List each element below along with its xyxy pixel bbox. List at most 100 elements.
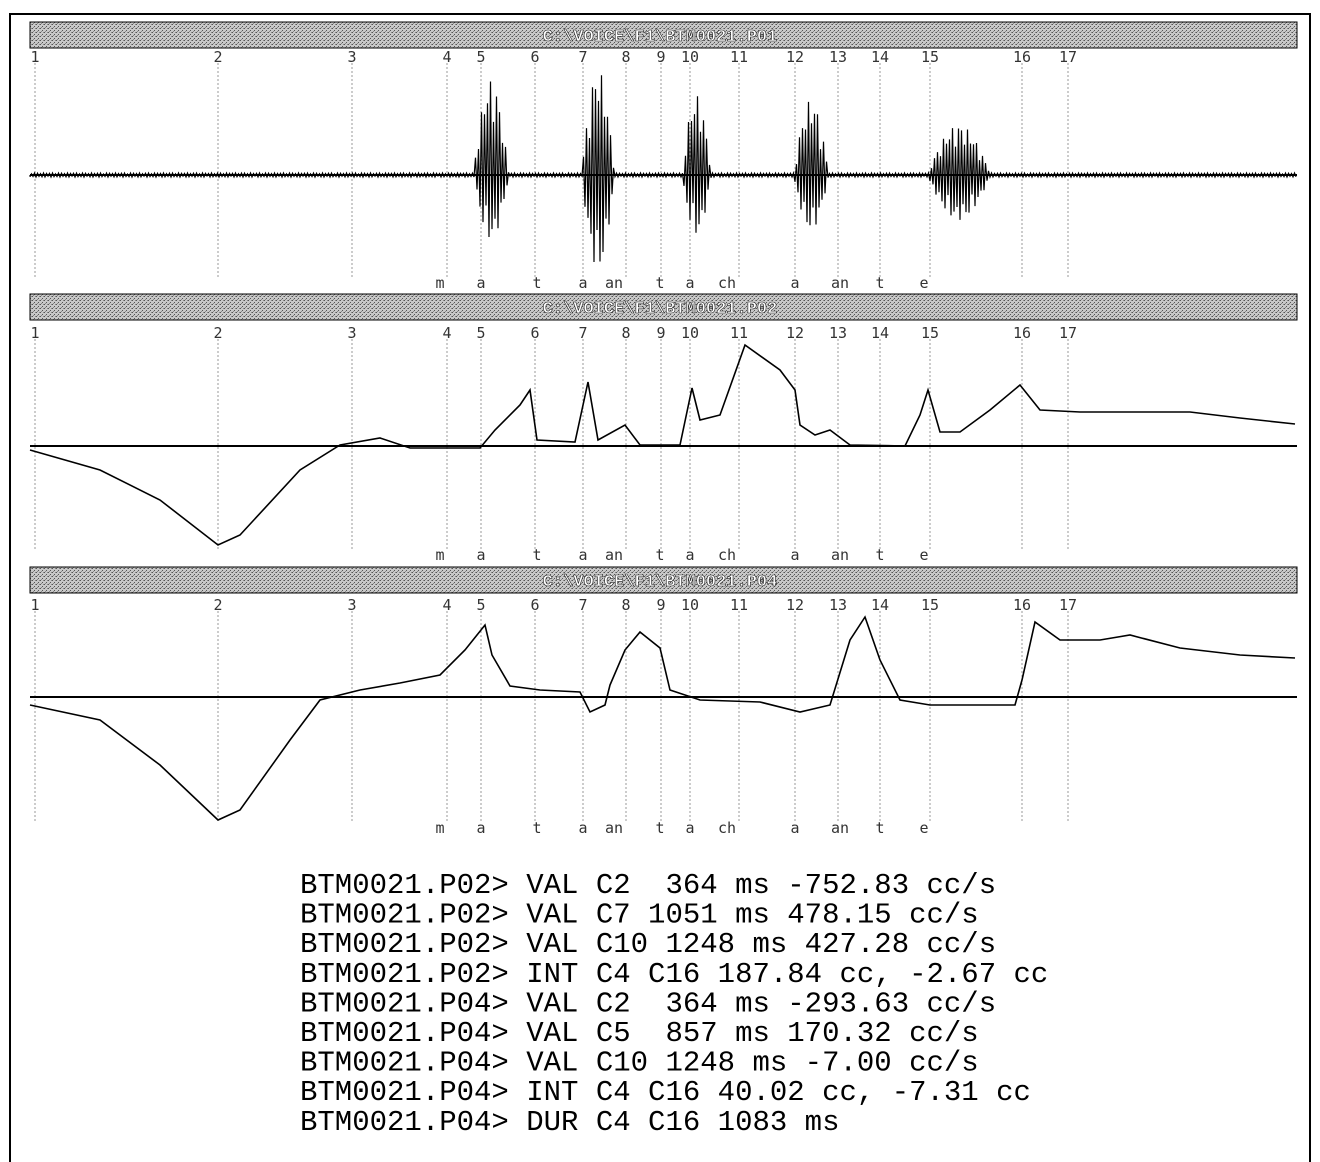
console-line: BTM0021.P02> INT C4 C16 187.84 cc, -2.67… [300,958,1048,991]
phoneme-label: a [790,819,799,837]
cursor-label: 9 [656,596,665,614]
phoneme-label: a [685,274,694,292]
cursor-label: 8 [621,48,630,66]
phoneme-label: m [435,819,444,837]
phoneme-label: a [685,546,694,564]
console-line: BTM0021.P02> VAL C7 1051 ms 478.15 cc/s [300,899,979,932]
phoneme-label: ch [718,819,736,837]
console-line: BTM0021.P04> DUR C4 C16 1083 ms [300,1106,840,1139]
console-line: BTM0021.P02> VAL C10 1248 ms 427.28 cc/s [300,928,996,961]
console-line: BTM0021.P02> VAL C2 364 ms -752.83 cc/s [300,869,996,902]
title-bar [29,293,1298,321]
cursor-label: 2 [213,48,222,66]
flow-trace [29,615,1296,821]
phoneme-label: t [875,546,884,564]
cursor-label: 2 [213,596,222,614]
cursor-label: 10 [681,324,699,342]
phoneme-label: an [605,819,623,837]
phoneme-label: e [919,546,928,564]
cursor-label: 11 [730,48,748,66]
phoneme-label: ch [718,274,736,292]
phoneme-label: t [655,274,664,292]
cursor-label: 16 [1013,596,1031,614]
title-bar [29,21,1298,49]
console-line: BTM0021.P04> VAL C2 364 ms -293.63 cc/s [300,987,996,1020]
cursor-label: 1 [30,48,39,66]
cursor-label: 5 [476,324,485,342]
cursor-label: 15 [921,324,939,342]
cursor-label: 13 [829,324,847,342]
phoneme-label: ch [718,546,736,564]
cursor-label: 15 [921,596,939,614]
cursor-label: 6 [530,48,539,66]
phoneme-label: m [435,274,444,292]
console-line: BTM0021.P04> VAL C10 1248 ms -7.00 cc/s [300,1047,979,1080]
cursor-label: 12 [786,324,804,342]
cursor-label: 2 [213,324,222,342]
console-line: BTM0021.P04> VAL C5 857 ms 170.32 cc/s [300,1017,979,1050]
phoneme-label: an [831,546,849,564]
phoneme-label: a [476,546,485,564]
phoneme-label: an [831,819,849,837]
cursor-label: 14 [871,48,889,66]
panel-title: C:\VOICE\F1\BTM0021.P04 [543,573,778,592]
title-bar [29,566,1298,594]
cursor-label: 11 [730,596,748,614]
cursor-label: 3 [347,324,356,342]
cursor-label: 4 [442,48,451,66]
cursor-label: 5 [476,48,485,66]
cursor-label: 1 [30,324,39,342]
cursor-label: 8 [621,596,630,614]
cursor-label: 17 [1059,48,1077,66]
flow-trace [29,343,1296,546]
cursor-label: 11 [730,324,748,342]
cursor-label: 4 [442,324,451,342]
cursor-label: 13 [829,596,847,614]
cursor-label: 4 [442,596,451,614]
cursor-label: 12 [786,596,804,614]
phoneme-label: an [605,274,623,292]
phoneme-label: e [919,274,928,292]
cursor-label: 8 [621,324,630,342]
cursor-label: 9 [656,324,665,342]
cursor-label: 13 [829,48,847,66]
cursor-label: 7 [578,324,587,342]
phoneme-label: a [578,274,587,292]
cursor-label: 10 [681,596,699,614]
phoneme-label: a [476,274,485,292]
cursor-label: 9 [656,48,665,66]
cursor-label: 15 [921,48,939,66]
cursor-label: 7 [578,596,587,614]
cursor-label: 6 [530,596,539,614]
phoneme-label: m [435,546,444,564]
phoneme-label: e [919,819,928,837]
cursor-label: 3 [347,48,356,66]
phoneme-label: t [875,274,884,292]
cursor-label: 7 [578,48,587,66]
cursor-label: 17 [1059,596,1077,614]
console-line: BTM0021.P04> INT C4 C16 40.02 cc, -7.31 … [300,1076,1031,1109]
phoneme-label: t [655,546,664,564]
phoneme-label: a [476,819,485,837]
phoneme-label: a [685,819,694,837]
cursor-label: 14 [871,596,889,614]
speech-waveform [29,75,1297,263]
cursor-label: 14 [871,324,889,342]
phoneme-label: an [831,274,849,292]
panel-title: C:\VOICE\F1\BTM0021.P02 [543,300,778,319]
cursor-label: 10 [681,48,699,66]
cursor-label: 16 [1013,324,1031,342]
cursor-label: 17 [1059,324,1077,342]
cursor-label: 3 [347,596,356,614]
cursor-label: 16 [1013,48,1031,66]
phoneme-label: a [790,274,799,292]
panel-title: C:\VOICE\F1\BTM0021.P01 [543,28,778,47]
phoneme-label: t [875,819,884,837]
phoneme-label: t [532,546,541,564]
cursor-label: 6 [530,324,539,342]
cursor-label: 12 [786,48,804,66]
phoneme-label: t [655,819,664,837]
cursor-label: 1 [30,596,39,614]
